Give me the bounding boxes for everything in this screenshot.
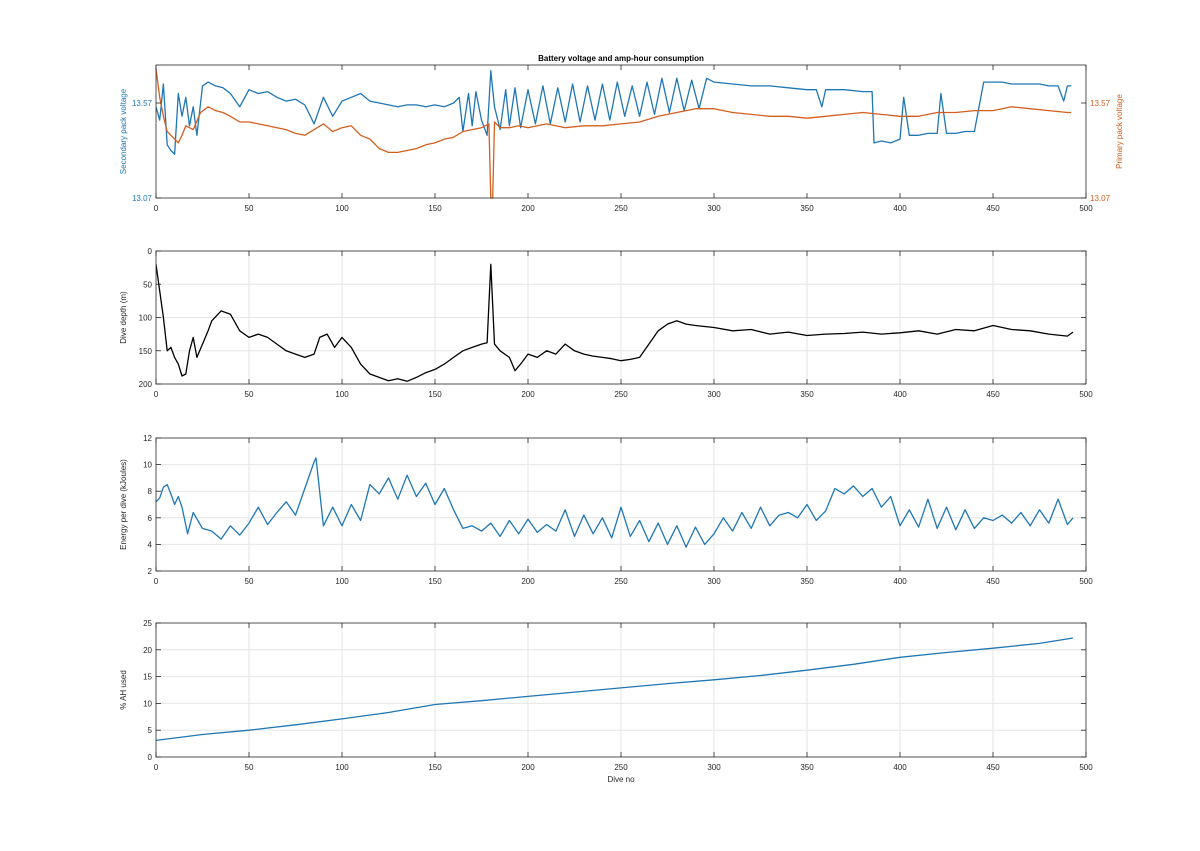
x-tick-label: 100 xyxy=(335,390,349,399)
x-tick-label: 500 xyxy=(1079,390,1093,399)
y-tick-label: 13.57 xyxy=(132,99,153,108)
x-tick-label: 100 xyxy=(335,577,349,586)
y-tick-label-right: 13.07 xyxy=(1090,194,1111,203)
x-tick-label: 300 xyxy=(707,204,721,213)
x-tick-label: 150 xyxy=(428,577,442,586)
x-tick-label: 300 xyxy=(707,390,721,399)
x-tick-label: 450 xyxy=(986,763,1000,772)
chart-panel-1: 0 50 100 150 200 250 300 350 400 450 50013.0713.57… xyxy=(119,64,1124,213)
y-axis-label-right: Primary pack voltage xyxy=(1115,94,1124,169)
x-tick-label: 100 xyxy=(335,763,349,772)
x-tick-label: 50 xyxy=(245,577,254,586)
x-tick-label: 300 xyxy=(707,577,721,586)
series-line-2 xyxy=(156,68,1072,199)
y-tick-label: 25 xyxy=(143,619,152,628)
y-tick-label: 5 xyxy=(148,726,153,735)
y-tick-label: 15 xyxy=(143,673,152,682)
y-tick-label: 10 xyxy=(143,461,152,470)
y-tick-label: 4 xyxy=(148,540,153,549)
x-tick-label: 200 xyxy=(521,577,535,586)
x-tick-label: 250 xyxy=(614,763,628,772)
y-tick-label: 50 xyxy=(143,280,152,289)
y-tick-label: 8 xyxy=(148,487,153,496)
x-tick-label: 150 xyxy=(428,763,442,772)
y-tick-label: 100 xyxy=(139,314,153,323)
chart-panel-4: 0 50 100 150 200 250 300 350 400 450 500 0 5 10 15 20 25… xyxy=(119,619,1093,784)
x-tick-label: 150 xyxy=(428,204,442,213)
y-axis-label: Secondary pack voltage xyxy=(119,88,128,174)
x-tick-label: 500 xyxy=(1079,204,1093,213)
x-axis-label: Dive no xyxy=(607,775,635,784)
y-tick-label: 20 xyxy=(143,646,152,655)
y-axis-label: % AH used xyxy=(119,670,128,710)
x-tick-label: 200 xyxy=(521,390,535,399)
x-tick-label: 50 xyxy=(245,204,254,213)
y-tick-label: 0 xyxy=(148,753,153,762)
x-tick-label: 350 xyxy=(800,763,814,772)
y-tick-label: 10 xyxy=(143,699,152,708)
x-tick-label: 0 xyxy=(154,577,159,586)
x-tick-label: 400 xyxy=(893,763,907,772)
series-line-1 xyxy=(156,70,1072,155)
x-tick-label: 400 xyxy=(893,204,907,213)
y-axis-label: Dive depth (m) xyxy=(119,291,128,344)
chart-panel-2: 0 50 100 150 200 250 300 350 400 450 500 0 50 100 150 2… xyxy=(119,247,1093,399)
x-tick-label: 400 xyxy=(893,577,907,586)
x-tick-label: 0 xyxy=(154,763,159,772)
x-tick-label: 50 xyxy=(245,763,254,772)
x-tick-label: 0 xyxy=(154,204,159,213)
figure-title: Battery voltage and amp-hour consumption xyxy=(538,54,704,63)
x-tick-label: 250 xyxy=(614,577,628,586)
axes-layer: 0 50 100 150 200 250 300 350 400 450 50013.0713.57… xyxy=(119,64,1124,784)
x-tick-label: 0 xyxy=(154,390,159,399)
y-tick-label: 200 xyxy=(139,380,153,389)
x-tick-label: 100 xyxy=(335,204,349,213)
x-tick-label: 350 xyxy=(800,390,814,399)
x-tick-label: 200 xyxy=(521,204,535,213)
x-tick-label: 50 xyxy=(245,390,254,399)
y-tick-label: 12 xyxy=(143,434,152,443)
chart-panel-3: 0 50 100 150 200 250 300 350 400 450 500 2 4 6 8 10 12 En… xyxy=(119,434,1093,586)
y-tick-label: 6 xyxy=(148,514,153,523)
x-tick-label: 350 xyxy=(800,204,814,213)
y-axis-label: Energy per dive (kJoules) xyxy=(119,459,128,550)
x-tick-label: 450 xyxy=(986,577,1000,586)
y-tick-label: 2 xyxy=(148,567,153,576)
x-tick-label: 500 xyxy=(1079,763,1093,772)
y-tick-label: 0 xyxy=(148,247,153,256)
x-tick-label: 300 xyxy=(707,763,721,772)
x-tick-label: 200 xyxy=(521,763,535,772)
x-tick-label: 250 xyxy=(614,390,628,399)
series-line-1 xyxy=(156,637,1074,742)
series-line-1 xyxy=(156,263,1074,382)
x-tick-label: 500 xyxy=(1079,577,1093,586)
x-tick-label: 450 xyxy=(986,204,1000,213)
x-tick-label: 450 xyxy=(986,390,1000,399)
x-tick-label: 150 xyxy=(428,390,442,399)
x-tick-label: 350 xyxy=(800,577,814,586)
y-tick-label: 150 xyxy=(139,347,153,356)
x-tick-label: 250 xyxy=(614,204,628,213)
series-line-1 xyxy=(156,457,1074,548)
y-tick-label-right: 13.57 xyxy=(1090,99,1111,108)
x-tick-label: 400 xyxy=(893,390,907,399)
y-tick-label: 13.07 xyxy=(132,194,153,203)
